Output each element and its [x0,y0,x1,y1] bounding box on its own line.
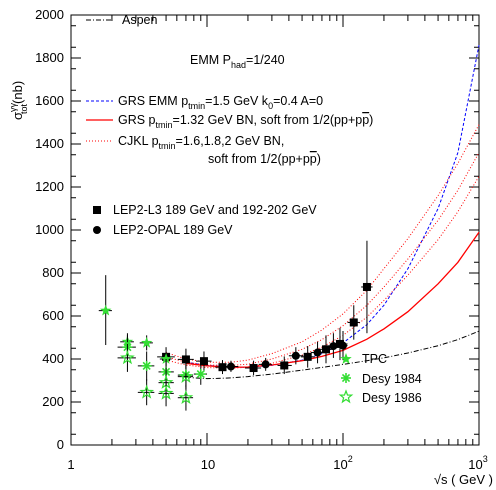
y-tick-label: 400 [42,351,64,366]
x-tick-label: 103 [468,454,487,472]
data-point-4-3 [158,380,174,407]
data-point-3-4 [193,363,207,385]
marker-asterisk-arm [341,373,351,383]
marker-square [181,355,190,364]
marker-square [199,357,208,366]
marker-open-star [158,385,174,400]
legend-grs-bn: GRS ptmin=1.32 GeV BN, soft from 1/2(pp+… [118,113,373,130]
y-tick-label: 0 [57,437,64,452]
y-tick-labels: 2000 1800 1600 1400 1200 1000 800 600 40… [35,7,64,452]
marker-square [218,363,227,372]
marker-star [141,336,153,348]
data-point-4-5 [177,364,194,390]
marker-circle [339,341,347,350]
y-tick-label: 1000 [35,222,64,237]
marker-square [280,361,289,370]
x-tick-label: 10 [201,457,215,472]
marker-open-star [338,389,354,404]
curve-0 [185,330,480,380]
marker-square [362,282,371,291]
data-point-2-2 [139,335,153,351]
data-point-0-5 [277,356,292,375]
curve-3 [165,124,480,363]
x-tick-label: 1 [67,457,74,472]
data-point-4-0 [117,343,136,372]
data-point-1-5 [338,331,348,361]
data-point-0-4 [244,360,262,376]
x-tick-label: 102 [333,454,352,472]
legend-low-energy: TPC Desy 1984 Desy 1986 [338,352,422,405]
marker-square [349,318,358,327]
legend-tpc: TPC [362,352,387,366]
legend-cjkl-line2: soft from 1/2(pp+pp) [208,152,321,166]
legend-desy1984: Desy 1984 [362,372,422,386]
marker-open-star [178,368,194,383]
marker-open-star [178,389,194,405]
y-axis-title: σγγtot(nb) [8,81,29,120]
data-point-0-9 [347,305,360,340]
legend-marker-opal [93,226,101,234]
y-tick-label: 1800 [35,50,64,65]
data-point-0-6 [300,346,315,368]
curve-5 [165,176,480,369]
marker-star [340,353,352,364]
data-point-1-0 [222,360,239,372]
data-point-1-3 [310,341,324,364]
marker-circle [226,362,235,371]
legend-lep: LEP2-L3 189 GeV and 192-202 GeV LEP2-OPA… [93,203,317,237]
legend-grs-emm: GRS EMM ptmin=1.5 GeV k0=0.4 A=0 [118,94,323,111]
marker-circle [313,348,322,357]
legend-cjkl-line1: CJKL ptmin=1.6,1.8,2 GeV BN, [118,134,284,151]
points-group [98,240,373,411]
legend-marker-l3 [93,206,101,214]
y-tick-label: 1600 [35,93,64,108]
legend-marker-tpc [340,353,352,364]
marker-square [249,364,258,373]
legend-l3: LEP2-L3 189 GeV and 192-202 GeV [113,203,317,217]
y-tick-label: 600 [42,308,64,323]
data-point-0-2 [195,351,212,371]
legend-emm-title: EMM Phad=1/240 [190,53,285,70]
y-tick-label: 2000 [35,7,64,22]
marker-circle [261,360,270,369]
marker-circle [291,351,300,360]
legend-opal: LEP2-OPAL 189 GeV [113,223,233,237]
marker-asterisk-arm [196,369,205,379]
marker-star [160,353,172,364]
x-tick-labels: 1 10 102 103 [67,454,487,472]
y-tick-label: 800 [42,265,64,280]
y-tick-label: 200 [42,394,64,409]
x-axis-title: √s ( GeV ) [434,472,493,487]
legend-marker-desy1984 [341,373,351,383]
plot-frame-group [70,14,480,446]
curve-4 [165,152,480,366]
y-tick-label: 1200 [35,179,64,194]
marker-square [303,352,312,361]
legend-desy1986: Desy 1986 [362,391,422,405]
marker-square [322,345,331,354]
marker-circle [329,342,338,351]
legend-top: Aspen EMM Phad=1/240 GRS EMM ptmin=1.5 G… [86,13,373,166]
data-point-0-10 [361,240,373,334]
data-point-1-4 [326,333,340,358]
data-point-4-1 [137,379,155,406]
marker-asterisk-arm [142,361,151,370]
data-point-1-1 [258,357,272,371]
marker-open-star [139,384,155,399]
data-point-2-0 [98,275,112,346]
marker-open-star [120,350,135,365]
curve-1 [185,45,480,368]
data-point-1-2 [288,347,304,365]
y-tick-label: 1400 [35,136,64,151]
marker-star [100,304,112,316]
data-point-3-1 [137,351,155,381]
legend-aspen: Aspen [122,13,157,27]
legend-marker-desy1986 [338,389,354,404]
